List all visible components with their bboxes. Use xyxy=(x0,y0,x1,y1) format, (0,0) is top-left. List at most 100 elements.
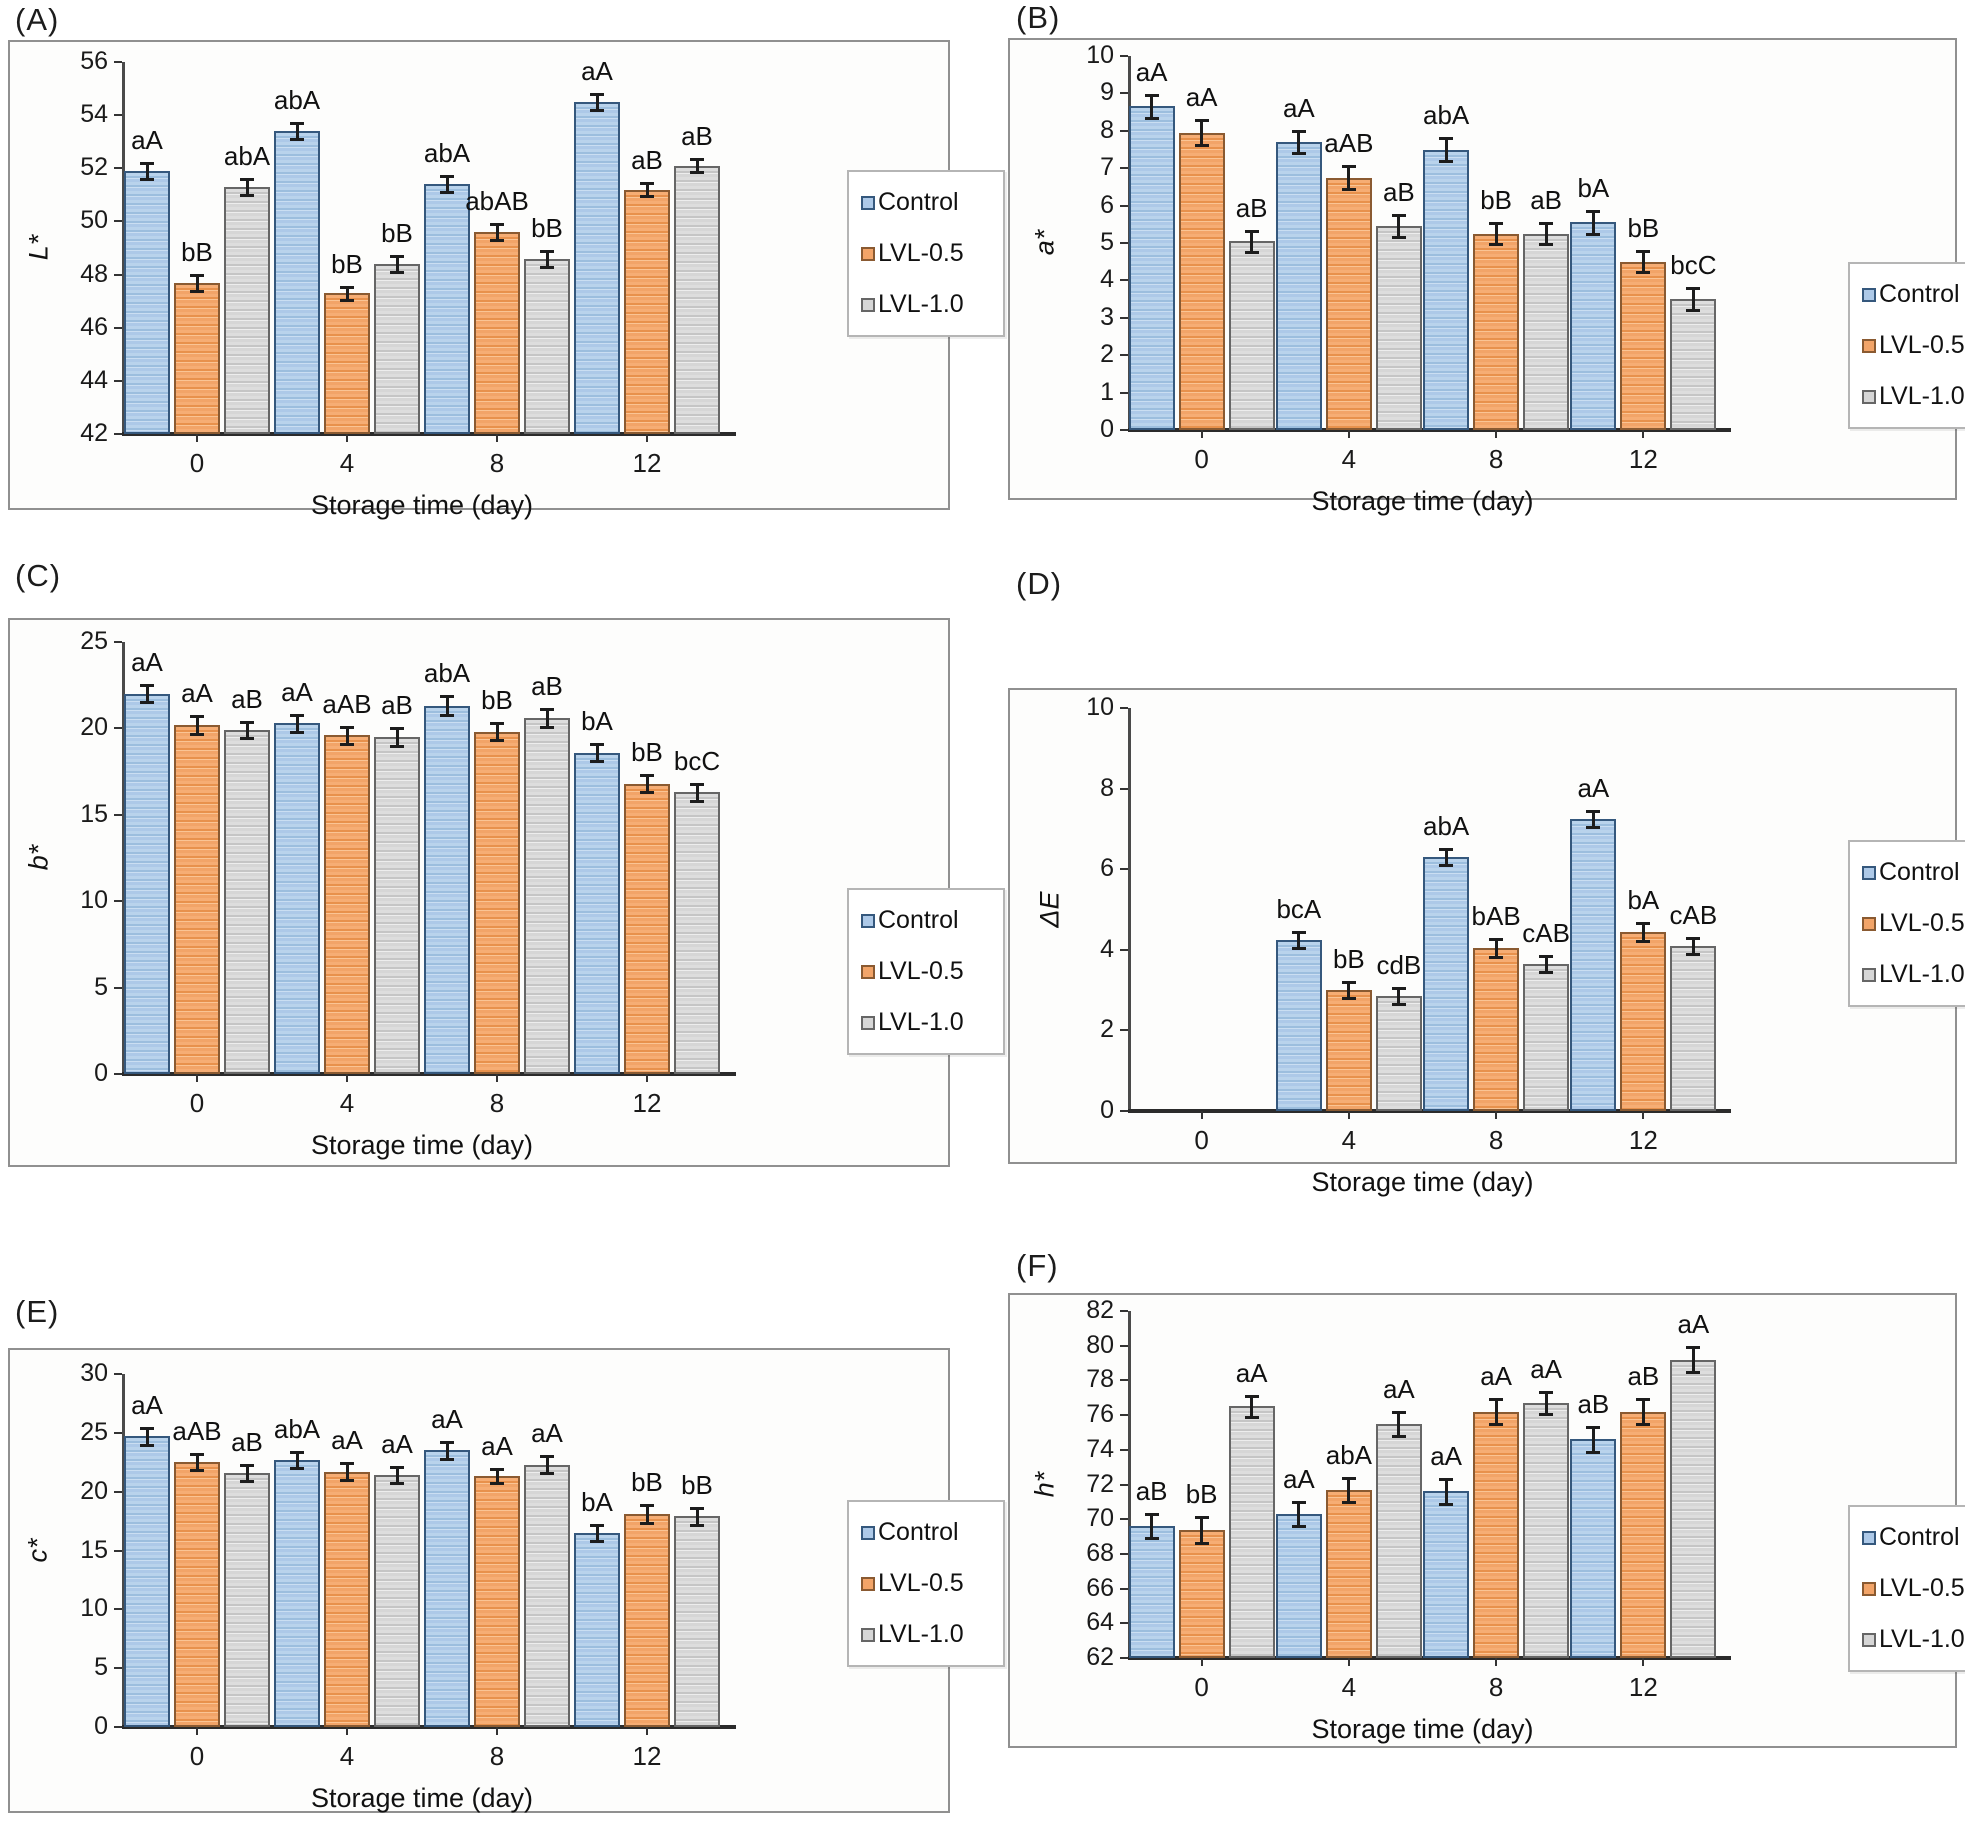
y-tick-label: 4 xyxy=(1100,265,1114,294)
error-bar xyxy=(1591,1427,1595,1452)
error-bar-cap xyxy=(390,270,404,274)
x-tick-label: 12 xyxy=(632,1741,662,1771)
y-tick-label: 8 xyxy=(1100,773,1114,802)
error-bar-cap xyxy=(240,193,254,197)
legend-item-control: Control xyxy=(1862,280,1965,309)
error-bar-cap xyxy=(1636,271,1651,275)
y-tick-label: 66 xyxy=(1086,1573,1114,1602)
chart-frame-b: 0 1 2 3 4 5 6 7 8 9 10 a* 0 aA aA aB 4 aA aAB aB 8 abA bB aB 12 b… xyxy=(1008,38,1965,516)
x-tick-mark xyxy=(346,1074,348,1082)
legend-box: Control LVL-0.5 LVL-1.0 xyxy=(847,1500,1005,1667)
bar-lvl10-day0 xyxy=(1228,1406,1275,1658)
error-bar xyxy=(445,176,449,193)
error-bar xyxy=(645,1504,649,1524)
legend-item-lvl10: LVL-1.0 xyxy=(861,1620,993,1649)
y-tick-label: 68 xyxy=(1086,1538,1114,1567)
bar-lvl10-day0 xyxy=(1228,241,1275,430)
error-bar-cap xyxy=(1391,236,1406,240)
bar-lvl05-day8 xyxy=(1473,947,1520,1111)
x-axis-line xyxy=(1128,1656,1731,1660)
bar-control-day0 xyxy=(124,170,170,434)
plot-area-c: 0 5 10 15 20 25 b* 0 aA aA aB 4 aA aAB aB 8 abA bB aB 12 bA b… xyxy=(23,627,736,1160)
error-bar-cap xyxy=(1391,1003,1406,1007)
significance-label: bB xyxy=(631,737,663,768)
error-bar-cap xyxy=(290,1450,304,1454)
error-bar xyxy=(645,775,649,793)
chart-frame-d: 0 2 4 6 8 10 ΔE 0 4 bcA bB cdB 8 abA bAB cAB 12 aA bA cAB St… xyxy=(1008,688,1965,1197)
panel-label-a: (A) xyxy=(15,2,60,37)
y-tick-label: 5 xyxy=(1100,228,1114,256)
legend-label: LVL-0.5 xyxy=(878,1569,964,1597)
significance-label: bA xyxy=(581,705,613,736)
y-tick-label: 10 xyxy=(1086,693,1114,721)
significance-label: aAB xyxy=(322,688,372,719)
y-tick-label: 62 xyxy=(1086,1643,1114,1671)
y-tick-mark xyxy=(1120,1379,1128,1382)
error-bar xyxy=(1691,937,1695,954)
bar-control-day4 xyxy=(1275,142,1322,430)
error-bar-cap xyxy=(190,289,204,293)
bar-lvl10-day8 xyxy=(524,718,570,1074)
significance-label: abA xyxy=(273,1413,321,1444)
significance-label: bcA xyxy=(1276,893,1322,924)
y-tick-mark xyxy=(1120,948,1128,951)
y-tick-label: 56 xyxy=(80,47,108,75)
error-bar-cap xyxy=(1636,250,1651,254)
error-bar-cap xyxy=(290,122,304,126)
y-tick-label: 2 xyxy=(1100,1015,1114,1044)
plot-area-d: 0 2 4 6 8 10 ΔE 0 4 bcA bB cdB 8 abA bAB cAB 12 aA bA cAB St… xyxy=(1035,693,1731,1197)
legend-label: Control xyxy=(878,188,959,216)
error-bar xyxy=(195,716,199,734)
error-bar-cap xyxy=(1391,987,1406,991)
significance-label: aB xyxy=(1382,176,1415,207)
error-bar-cap xyxy=(1341,1500,1356,1504)
x-axis-line xyxy=(1128,1109,1731,1113)
error-bar-cap xyxy=(1636,1398,1651,1402)
bar-control-day12 xyxy=(1570,222,1617,430)
y-tick-label: 20 xyxy=(80,713,108,742)
bar-control-day8 xyxy=(1423,1491,1470,1658)
bar-control-day12 xyxy=(574,752,620,1074)
significance-label: aB xyxy=(1577,1389,1610,1420)
bar-control-day0 xyxy=(1128,106,1175,430)
legend-label: LVL-1.0 xyxy=(1879,960,1965,988)
bar-control-day4 xyxy=(274,1459,320,1727)
x-tick-label: 12 xyxy=(1628,1125,1658,1155)
error-bar xyxy=(595,1524,599,1542)
error-bar-cap xyxy=(140,177,154,181)
error-bar xyxy=(1200,1516,1204,1543)
x-axis-title: Storage time (day) xyxy=(1311,1167,1534,1197)
error-bar xyxy=(545,709,549,727)
y-axis-title: a* xyxy=(1029,229,1060,256)
error-bar xyxy=(1591,211,1595,234)
y-tick-mark xyxy=(1120,242,1128,244)
x-tick-label: 4 xyxy=(339,448,355,478)
bar-lvl05-day0 xyxy=(174,724,220,1074)
y-tick-mark xyxy=(114,167,122,170)
error-bar xyxy=(1494,938,1498,957)
bar-lvl05-day12 xyxy=(624,1514,670,1727)
error-bar xyxy=(595,743,599,762)
y-tick-mark xyxy=(1120,167,1128,170)
error-bar xyxy=(1397,214,1401,238)
error-bar-cap xyxy=(1636,1422,1651,1426)
error-bar xyxy=(1691,1347,1695,1372)
legend-item-lvl05: LVL-0.5 xyxy=(1862,909,1965,938)
significance-label: bB xyxy=(481,685,513,716)
error-bar xyxy=(1150,95,1154,118)
significance-label: aA xyxy=(1577,772,1610,803)
error-bar xyxy=(695,158,699,173)
error-bar-cap xyxy=(1291,946,1306,950)
legend-box: Control LVL-0.5 LVL-1.0 xyxy=(1848,262,1965,429)
bar-control-day8 xyxy=(424,1450,470,1727)
error-bar-cap xyxy=(640,791,654,795)
y-tick-mark xyxy=(114,813,122,816)
error-bar-cap xyxy=(440,714,454,718)
y-tick-label: 10 xyxy=(80,1594,108,1623)
bar-lvl05-day8 xyxy=(474,731,520,1074)
y-tick-label: 4 xyxy=(1100,934,1114,963)
x-tick-label: 0 xyxy=(189,448,205,478)
error-bar-cap xyxy=(1686,952,1701,956)
plot-area-a: 42 44 46 48 50 52 54 56 L* 0 aA bB abA 4 abA bB bB 8 abA ab… xyxy=(23,47,736,520)
x-tick-label: 8 xyxy=(1488,444,1504,474)
